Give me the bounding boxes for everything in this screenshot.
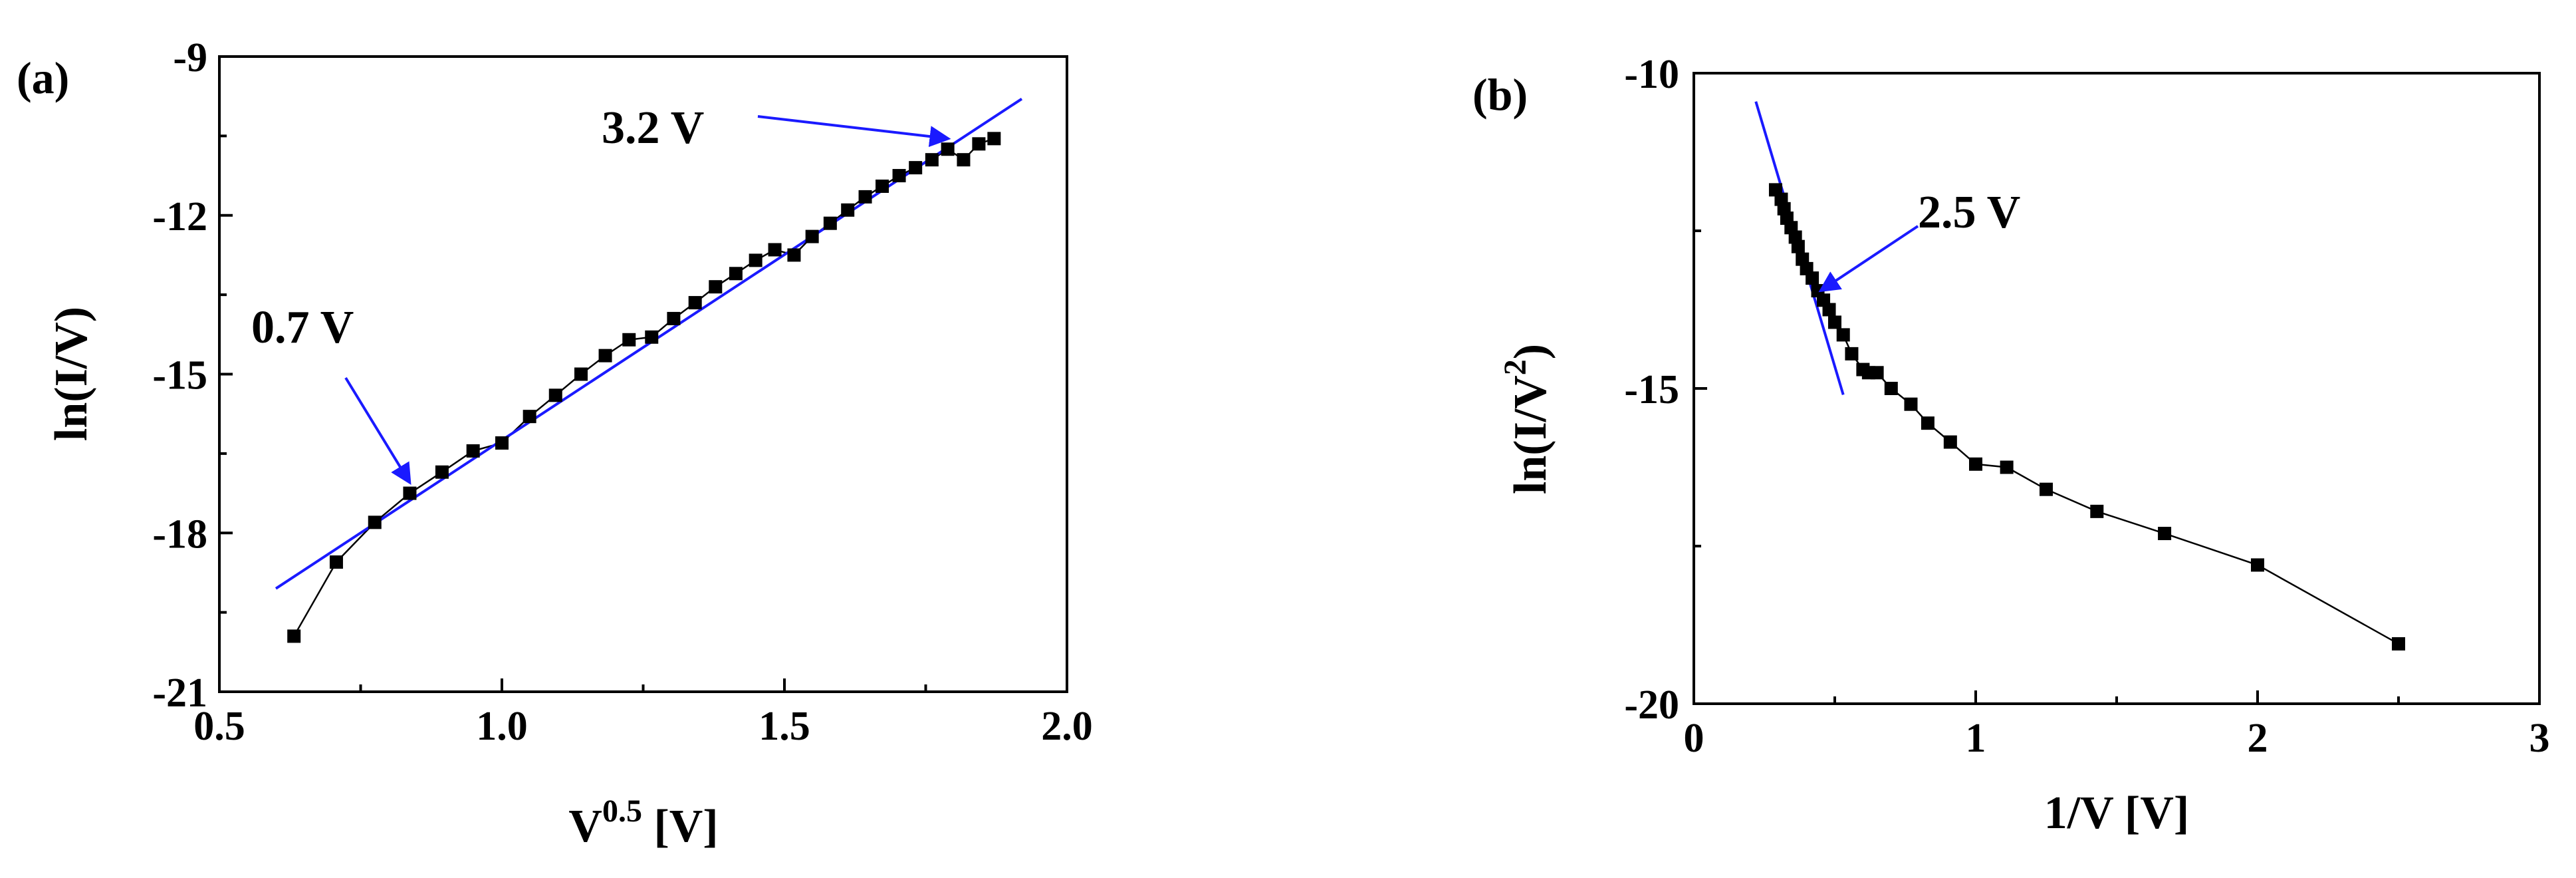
data-point-a: [787, 248, 801, 262]
tick-labels-b: 0 1 2 3 -20 -15 -10: [1624, 52, 2549, 761]
y-tick-label-a: -18: [152, 512, 207, 557]
data-point-a: [598, 349, 612, 363]
x-tick-label-a: 1.0: [476, 704, 528, 749]
x-tick-label-a: 0.5: [193, 704, 245, 749]
annotation-label-a: 0.7 V: [251, 302, 354, 353]
data-point-b: [1969, 457, 1982, 471]
data-point-a: [688, 296, 702, 310]
chart-panel-b: (b) 0 1 2 3-20-15-10 2.5 V ln(I/V2) 1/V [V]: [1472, 52, 2550, 839]
x-axis-label-a-main: V: [568, 801, 602, 852]
x-tick-label-b: 0: [1684, 716, 1704, 761]
data-point-a: [548, 388, 562, 402]
plot-area-a: 0.7 V 3.2 V: [251, 97, 1023, 643]
data-point-a: [466, 444, 480, 458]
x-axis-label-a: V0.5 [V]: [568, 794, 718, 852]
data-point-b: [1822, 303, 1836, 317]
y-tick-label-b: -10: [1624, 52, 1679, 97]
data-point-a: [403, 486, 417, 500]
data-point-a: [495, 436, 509, 450]
annotation-arrow-b: [1818, 225, 1919, 293]
data-point-b: [1870, 366, 1884, 380]
data-point-a: [768, 243, 782, 257]
data-point-b: [2392, 637, 2405, 651]
data-point-a: [858, 190, 872, 204]
y-tick-label-a: -21: [152, 670, 207, 716]
y-tick-label-a: -9: [173, 35, 207, 80]
y-axis-label-b: ln(I/V2): [1498, 344, 1556, 494]
data-point-a: [925, 153, 939, 167]
x-tick-label-b: 1: [1966, 716, 1986, 761]
data-point-a: [645, 330, 659, 344]
annotation-arrow-a: [344, 376, 411, 486]
data-point-a: [823, 216, 837, 230]
axis-ticks-b: [1693, 72, 2541, 705]
data-point-a: [329, 555, 343, 569]
x-axis-label-a-sup: 0.5: [602, 794, 642, 829]
y-axis-label-b-main: ln(I/V: [1505, 375, 1556, 494]
data-point-b: [1904, 397, 1918, 411]
data-point-a: [876, 179, 889, 193]
data-point-b: [1884, 382, 1898, 395]
data-point-b: [2090, 504, 2104, 518]
data-point-a: [667, 311, 681, 325]
y-tick-label-b: -15: [1624, 367, 1679, 412]
data-point-a: [909, 161, 923, 175]
data-point-a: [957, 153, 971, 167]
tick-labels-a: 0.5 1.0 1.5 2.0 -21 -18 -15 -12 -9: [152, 35, 1092, 749]
data-point-a: [523, 410, 536, 424]
y-axis-label-b-tail: ): [1505, 344, 1556, 359]
data-point-a: [709, 280, 723, 294]
data-point-a: [972, 137, 986, 151]
data-point-a: [574, 367, 588, 381]
data-point-a: [749, 253, 762, 267]
data-point-b: [2000, 460, 2014, 474]
data-point-b: [1836, 328, 1850, 342]
x-axis-label-b: 1/V [V]: [2044, 788, 2189, 839]
data-point-a: [287, 629, 301, 643]
annotation-label-a: 3.2 V: [602, 102, 704, 154]
panel-label-b: (b): [1472, 69, 1528, 120]
data-point-a: [368, 515, 382, 529]
data-point-b: [1845, 347, 1859, 361]
annotation-label-b: 2.5 V: [1918, 187, 2020, 238]
plot-frame-b: [1693, 72, 2541, 705]
x-axis-label-a-unit: [V]: [642, 801, 719, 852]
x-tick-label-a: 2.0: [1041, 704, 1093, 749]
y-tick-label-a: -15: [152, 353, 207, 398]
data-point-a: [987, 132, 1001, 146]
data-point-b: [2040, 482, 2053, 496]
data-connector-a: [293, 138, 995, 637]
data-point-b: [1828, 315, 1841, 329]
panel-label-a: (a): [17, 53, 69, 103]
data-point-b: [2251, 558, 2264, 572]
data-point-a: [892, 169, 906, 183]
data-point-b: [1921, 416, 1934, 430]
data-point-a: [729, 267, 743, 281]
chart-panel-a: (a) 0.5 1.0 1.5 2.0 -21 -18 -15 -12 -9 0.7 V 3.2 …: [17, 35, 1093, 852]
data-point-a: [941, 142, 955, 156]
axis-ticks-a: [218, 55, 1068, 693]
x-tick-label-b: 3: [2529, 716, 2550, 761]
data-point-b: [1943, 435, 1957, 449]
annotation-arrow-a: [757, 115, 951, 148]
data-point-b: [2158, 527, 2172, 541]
data-point-b: [1791, 239, 1805, 253]
plot-area-b: 2.5 V: [1754, 101, 2405, 651]
data-point-b: [1806, 271, 1819, 285]
y-tick-label-b: -20: [1624, 682, 1679, 728]
data-point-a: [622, 333, 636, 347]
data-point-a: [435, 465, 449, 479]
y-axis-label-a: ln(I/V): [46, 307, 97, 441]
x-tick-label-a: 1.5: [759, 704, 810, 749]
y-tick-label-a: -12: [152, 194, 207, 239]
data-point-a: [841, 203, 855, 217]
y-axis-label-b-sup: 2: [1498, 359, 1533, 375]
x-tick-label-b: 2: [2248, 716, 2268, 761]
data-point-a: [805, 229, 819, 243]
